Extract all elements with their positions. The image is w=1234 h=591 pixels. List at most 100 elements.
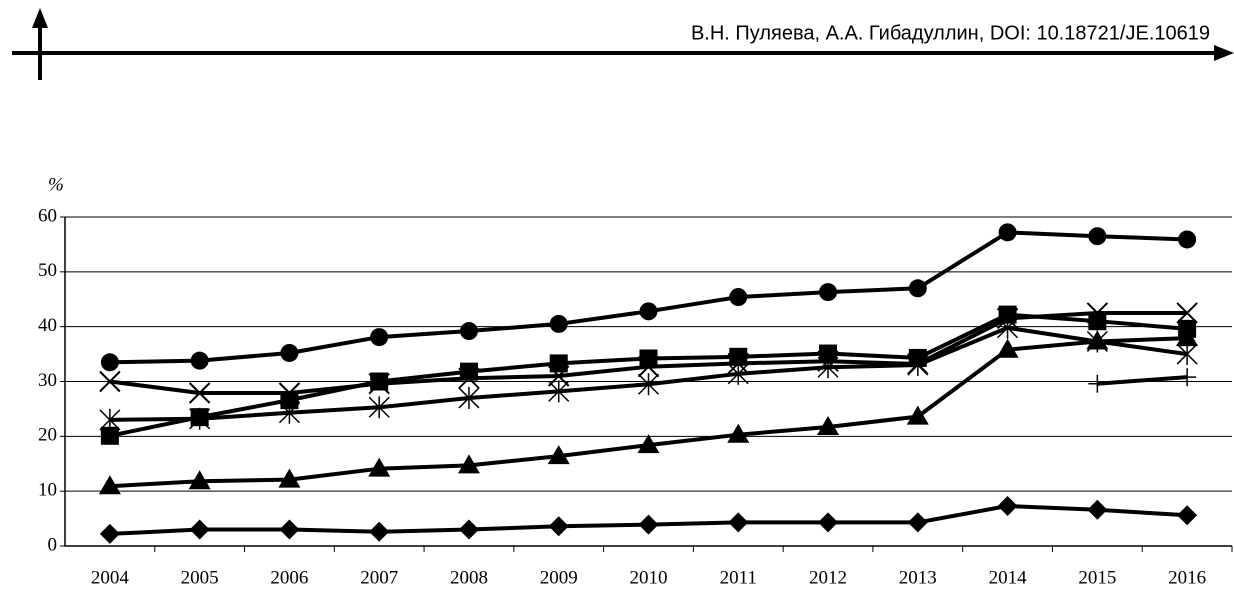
marker (1178, 368, 1197, 387)
marker (1088, 312, 1107, 331)
marker-stroke (188, 382, 211, 404)
marker-shape (547, 445, 570, 465)
marker-shape (279, 519, 300, 540)
marker (637, 434, 660, 454)
marker-shape (728, 512, 749, 533)
marker (278, 401, 300, 424)
plot: 0 10 20 30 40 50 60 2004 2005 2006 2007 2008 2009 201… (38, 205, 1233, 588)
marker (98, 475, 121, 495)
marker (368, 457, 391, 477)
x-tick-label: 2015 (1078, 567, 1116, 588)
marker (549, 314, 568, 333)
marker (907, 512, 928, 533)
marker (368, 396, 390, 419)
marker (457, 454, 480, 474)
marker-shape (817, 416, 840, 436)
marker (100, 426, 119, 445)
marker-shape (549, 314, 568, 333)
marker-shape (370, 328, 389, 347)
marker (548, 380, 570, 403)
x-tick-label: 2008 (450, 567, 488, 588)
marker (547, 445, 570, 465)
marker-shape (1176, 327, 1199, 347)
marker (639, 302, 658, 321)
marker-stroke (278, 382, 301, 404)
marker-shape (1177, 505, 1198, 526)
marker (1176, 302, 1198, 324)
marker (458, 519, 479, 540)
marker (1086, 302, 1109, 324)
marker-shape (729, 347, 748, 366)
x-tick-label: 2014 (989, 567, 1028, 588)
marker (280, 343, 299, 362)
marker (459, 322, 478, 341)
marker-shape (459, 322, 478, 341)
x-tick-label: 2010 (630, 567, 668, 588)
marker (1088, 227, 1107, 246)
y-axis-label: % (48, 174, 64, 195)
marker-shape (188, 470, 211, 490)
marker (190, 351, 209, 370)
marker-shape (639, 349, 658, 368)
marker-shape (1087, 499, 1108, 520)
marker (907, 354, 929, 377)
marker (99, 408, 121, 431)
marker-shape (998, 223, 1017, 242)
marker-shape (638, 514, 659, 535)
marker (1176, 327, 1199, 347)
marker (637, 373, 660, 396)
marker-stroke (99, 370, 121, 393)
marker-stroke (458, 367, 480, 389)
marker-stroke (368, 372, 390, 395)
marker (997, 316, 1019, 339)
marker (1177, 505, 1198, 526)
x-tick-label: 2009 (540, 567, 578, 588)
marker (370, 372, 389, 391)
marker-shape (1088, 227, 1107, 246)
y-tick-label: 50 (38, 260, 57, 281)
marker-shape (906, 405, 929, 425)
marker (548, 516, 569, 537)
marker (370, 328, 389, 347)
marker-shape (907, 512, 928, 533)
x-tick-label: 2013 (899, 567, 937, 588)
x-tick-label: 2004 (91, 567, 130, 588)
marker-shape (457, 454, 480, 474)
marker (727, 423, 750, 443)
marker-stroke (637, 355, 660, 378)
marker-shape (637, 434, 660, 454)
marker (727, 362, 749, 385)
marker-shape (997, 495, 1018, 516)
marker-shape (459, 362, 478, 381)
marker-stroke (1176, 302, 1198, 324)
marker (278, 382, 301, 404)
marker-stroke (548, 365, 570, 387)
marker (99, 370, 121, 393)
marker (548, 365, 570, 387)
marker (188, 470, 211, 490)
marker (188, 382, 211, 404)
marker-shape (189, 519, 210, 540)
marker-shape (549, 354, 568, 373)
marker (637, 355, 660, 378)
marker-shape (99, 523, 120, 544)
x-tick-label: 2016 (1168, 567, 1206, 588)
y-tick-label: 40 (38, 315, 57, 336)
x-tick-label: 2007 (360, 567, 398, 588)
marker (1088, 374, 1107, 393)
marker-shape (100, 353, 119, 372)
marker (998, 305, 1017, 324)
marker (729, 347, 748, 366)
marker-shape (1086, 330, 1109, 350)
marker-shape (1178, 230, 1197, 249)
marker-shape (818, 512, 839, 533)
marker-shape (908, 279, 927, 298)
marker-shape (278, 468, 301, 488)
marker-shape (727, 423, 750, 443)
marker-shape (368, 457, 391, 477)
header-text: В.Н. Пуляева, А.А. Гибадуллин, DOI: 10.1… (691, 22, 1210, 44)
marker (189, 407, 211, 430)
marker (189, 519, 210, 540)
marker (280, 391, 299, 410)
marker (99, 523, 120, 544)
